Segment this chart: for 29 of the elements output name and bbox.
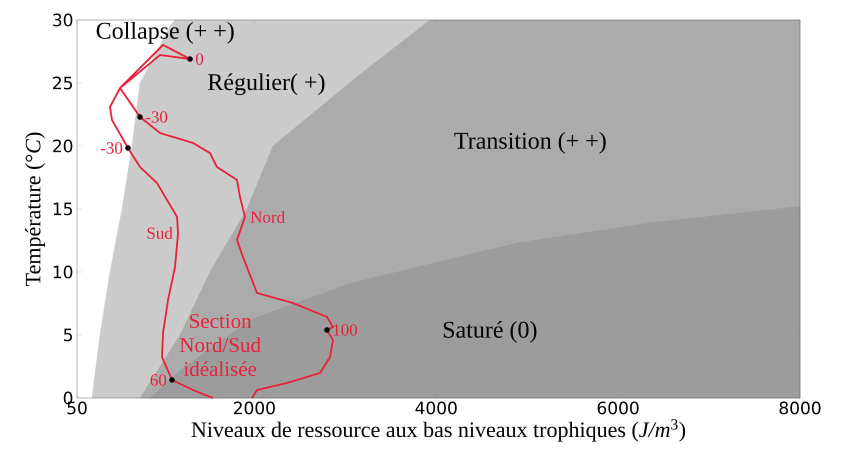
point [324, 327, 330, 333]
x-tick-label: 4000 [415, 402, 457, 414]
x-tick-label: 6000 [598, 402, 639, 414]
y-tick-label: 5 [64, 328, 72, 342]
y-axis-title: Température (°C) [24, 132, 45, 286]
annotation: 60 [150, 374, 166, 386]
annotation: Sud [148, 226, 173, 239]
y-tick-label: 25 [53, 76, 72, 90]
annotation: -30 [146, 111, 168, 123]
y-tick-label: 10 [54, 266, 72, 278]
annotation: Nord [250, 210, 285, 223]
annotation: 0 [196, 53, 204, 65]
annotation: Transition (+ +) [454, 132, 606, 154]
point [137, 114, 143, 120]
x-axis-title: Niveaux de ressource aux bas niveaux trophiques (J/m$^{3}$) [192, 419, 686, 442]
point [125, 145, 131, 151]
point [187, 56, 193, 62]
annotation: 100 [334, 324, 358, 336]
x-tick-label: 8000 [780, 402, 820, 414]
point [169, 377, 175, 383]
y-tick-label: 20 [53, 140, 72, 152]
annotation: Saturé (0) [444, 320, 536, 343]
annotation: -30 [100, 142, 122, 154]
x-tick-label: 2000 [234, 402, 275, 414]
annotation: Collapse (+ +) [96, 22, 234, 44]
y-tick-label: 30 [53, 14, 72, 26]
annotation: Régulier( +) [208, 73, 324, 96]
series-label: Section Nord/Sud idéalisée [180, 314, 261, 376]
y-tick-label: 15 [54, 202, 72, 216]
